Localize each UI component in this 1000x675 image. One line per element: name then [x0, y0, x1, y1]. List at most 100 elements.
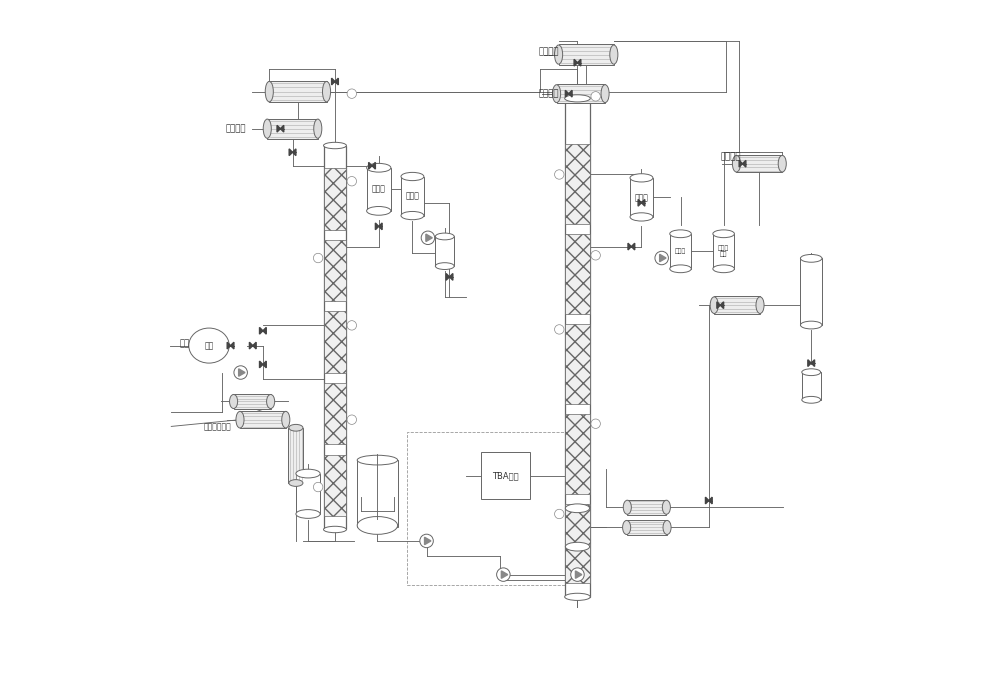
Text: 分相罐: 分相罐 — [405, 192, 419, 200]
Polygon shape — [501, 571, 508, 578]
Text: 蒸汽稳压系统: 蒸汽稳压系统 — [204, 422, 231, 431]
Circle shape — [555, 325, 564, 334]
Text: 接冷凝水: 接冷凝水 — [225, 124, 246, 133]
Text: TBA残液: TBA残液 — [492, 471, 519, 480]
Ellipse shape — [267, 394, 275, 408]
Polygon shape — [425, 537, 431, 545]
Circle shape — [555, 170, 564, 179]
Ellipse shape — [802, 369, 821, 375]
Ellipse shape — [565, 542, 590, 551]
Bar — [565, 414, 590, 493]
Circle shape — [347, 321, 357, 330]
Ellipse shape — [565, 593, 590, 601]
Ellipse shape — [670, 230, 691, 238]
Polygon shape — [574, 59, 577, 66]
Polygon shape — [293, 149, 296, 156]
Ellipse shape — [553, 84, 561, 103]
Polygon shape — [375, 223, 379, 230]
Ellipse shape — [189, 328, 229, 363]
Polygon shape — [628, 243, 631, 250]
Bar — [565, 234, 590, 314]
Ellipse shape — [265, 82, 273, 102]
Ellipse shape — [435, 233, 454, 240]
Polygon shape — [426, 234, 432, 242]
Polygon shape — [263, 327, 266, 334]
Bar — [481, 452, 530, 499]
Bar — [324, 311, 346, 373]
Ellipse shape — [610, 45, 618, 64]
Polygon shape — [717, 302, 720, 308]
Polygon shape — [253, 342, 256, 349]
Bar — [670, 234, 691, 269]
Ellipse shape — [601, 84, 609, 103]
Bar — [267, 119, 318, 139]
Polygon shape — [742, 161, 746, 167]
Circle shape — [591, 419, 600, 429]
Bar — [324, 169, 346, 230]
Ellipse shape — [802, 396, 821, 403]
Ellipse shape — [630, 213, 653, 221]
Polygon shape — [277, 126, 280, 132]
Polygon shape — [565, 90, 569, 97]
Polygon shape — [641, 199, 645, 206]
Bar — [559, 45, 614, 65]
Circle shape — [420, 534, 433, 547]
Circle shape — [347, 415, 357, 425]
Ellipse shape — [263, 119, 271, 138]
Circle shape — [347, 176, 357, 186]
Ellipse shape — [713, 265, 734, 273]
Bar — [627, 500, 666, 514]
Polygon shape — [372, 163, 375, 169]
Text: 回流罐: 回流罐 — [635, 193, 648, 202]
Text: 原料: 原料 — [204, 341, 214, 350]
Ellipse shape — [800, 254, 822, 262]
Polygon shape — [332, 78, 335, 85]
Text: 接冷凝水: 接冷凝水 — [539, 47, 560, 57]
Ellipse shape — [565, 504, 590, 512]
Circle shape — [313, 483, 323, 492]
Polygon shape — [263, 361, 266, 368]
Bar — [565, 324, 590, 404]
Polygon shape — [260, 327, 263, 334]
Bar — [627, 520, 667, 535]
Ellipse shape — [401, 172, 424, 181]
Bar — [713, 234, 734, 269]
Bar — [324, 383, 346, 444]
Polygon shape — [335, 78, 338, 85]
Polygon shape — [227, 342, 231, 349]
Bar — [565, 504, 590, 583]
Ellipse shape — [367, 163, 391, 172]
Ellipse shape — [662, 500, 670, 514]
Bar — [240, 411, 286, 429]
Polygon shape — [569, 90, 572, 97]
Text: 接冷盐水: 接冷盐水 — [721, 153, 741, 161]
Ellipse shape — [555, 45, 563, 64]
Circle shape — [421, 231, 435, 244]
Circle shape — [313, 253, 323, 263]
Ellipse shape — [324, 526, 346, 533]
Bar — [324, 146, 346, 529]
Polygon shape — [808, 360, 811, 367]
Bar — [296, 474, 320, 514]
Ellipse shape — [630, 173, 653, 182]
Polygon shape — [239, 369, 245, 376]
Polygon shape — [631, 243, 635, 250]
Ellipse shape — [323, 82, 331, 102]
Polygon shape — [709, 497, 712, 504]
Ellipse shape — [732, 155, 740, 172]
Circle shape — [347, 89, 357, 99]
Ellipse shape — [289, 425, 303, 431]
Polygon shape — [638, 199, 641, 206]
Text: 原料: 原料 — [180, 340, 190, 349]
Circle shape — [591, 92, 600, 101]
Polygon shape — [575, 571, 582, 578]
Ellipse shape — [623, 500, 631, 514]
Ellipse shape — [710, 297, 718, 313]
Ellipse shape — [236, 411, 244, 428]
Bar — [324, 454, 346, 516]
Text: 并联精
馏罐: 并联精 馏罐 — [718, 245, 729, 257]
Ellipse shape — [296, 510, 320, 518]
Circle shape — [571, 568, 584, 581]
Ellipse shape — [314, 119, 322, 138]
Polygon shape — [720, 302, 724, 308]
